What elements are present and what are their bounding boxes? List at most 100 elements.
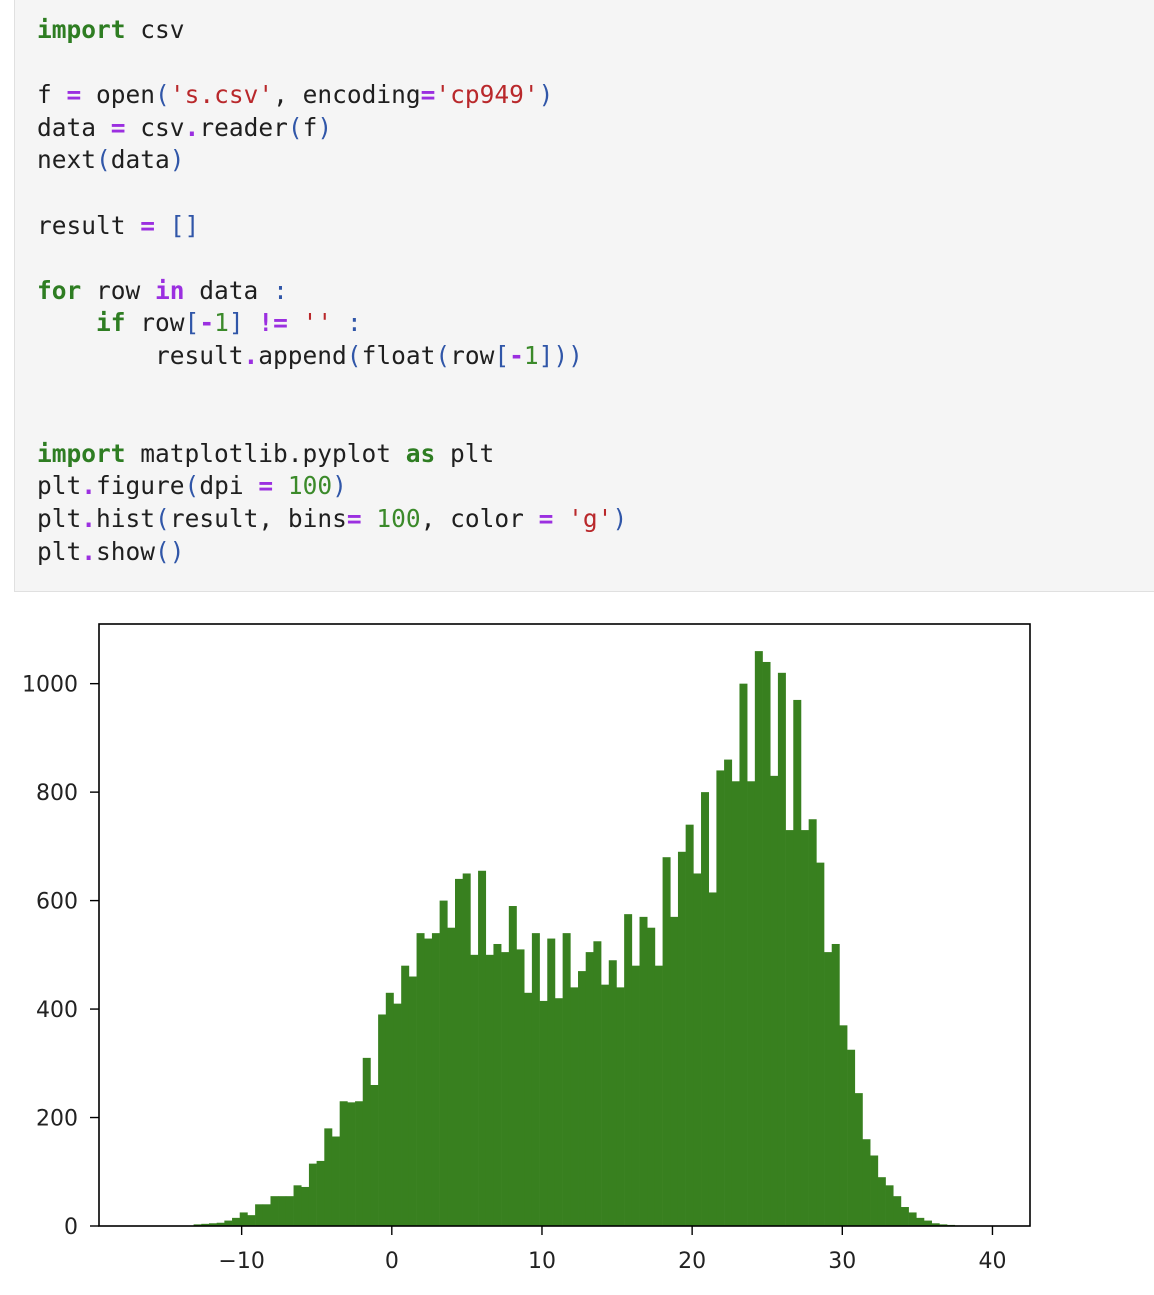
code-cell[interactable]: import csv f = open('s.csv', encoding='c… (14, 0, 1154, 592)
histogram-bar (501, 952, 510, 1226)
histogram-bar (624, 914, 633, 1226)
output-plot: −10 0 10 20 30 40 0 200 400 600 800 1000 (0, 600, 1154, 1290)
code-token: csv (125, 15, 185, 44)
code-token: ) (332, 471, 347, 501)
histogram-bar (416, 933, 425, 1226)
histogram-bar (900, 1207, 909, 1226)
histogram-bar (685, 824, 694, 1226)
code-token: 1 (523, 340, 539, 370)
code-token: , color (420, 503, 539, 533)
histogram-bar (370, 1084, 379, 1226)
histogram-bar (262, 1204, 271, 1226)
code-token: figure (96, 471, 185, 501)
code-token: append (258, 340, 347, 370)
y-tick-label: 1000 (22, 673, 78, 698)
code-token: () (155, 536, 185, 566)
code-token: = (258, 471, 274, 501)
histogram-bar (785, 830, 794, 1226)
histogram-bar (647, 927, 656, 1226)
histogram-bar (777, 672, 786, 1226)
code-line: plt.show() (37, 536, 627, 569)
code-token: ( (346, 340, 362, 370)
code-token: result, bins (169, 503, 347, 533)
code-token: dpi (199, 471, 259, 501)
histogram-bar (847, 1049, 856, 1226)
histogram-bar (670, 916, 679, 1226)
histogram-bar (193, 1224, 202, 1226)
y-tick-label: 600 (36, 890, 78, 915)
histogram-bar (539, 1000, 548, 1226)
histogram-bar (470, 954, 479, 1226)
histogram-bar (554, 998, 563, 1226)
code-token: plt (37, 536, 82, 566)
histogram-bar (793, 699, 802, 1226)
code-token (553, 504, 568, 533)
histogram-bar (800, 830, 809, 1226)
code-token: reader (199, 112, 288, 142)
code-line (37, 373, 627, 406)
histogram-bar (278, 1196, 287, 1226)
code-token: = (538, 503, 554, 533)
code-token (37, 308, 96, 337)
x-tick-label: 40 (978, 1249, 1006, 1274)
code-line: plt.hist(result, bins= 100, color = 'g') (37, 503, 627, 536)
code-token: ( (287, 112, 303, 142)
code-editor[interactable]: import csv f = open('s.csv', encoding='c… (37, 14, 627, 568)
code-line: for row in data : (37, 275, 627, 308)
histogram-bar (562, 933, 571, 1226)
code-token: 'g' (568, 503, 613, 533)
histogram-bar (201, 1223, 210, 1226)
code-token: ) (612, 503, 628, 533)
code-token: ) (317, 112, 333, 142)
code-token: 100 (287, 471, 333, 501)
histogram-bar (508, 906, 517, 1226)
code-token: ( (155, 80, 170, 110)
code-token: '' (302, 308, 333, 338)
histogram-bar (347, 1102, 356, 1226)
code-token: open (81, 80, 156, 110)
code-token: 100 (376, 503, 421, 533)
code-token: . (243, 340, 259, 370)
code-token: row (450, 340, 495, 370)
histogram-bar (585, 952, 594, 1226)
code-token: ( (184, 471, 200, 501)
code-line: next(data) (37, 144, 627, 177)
code-line: data = csv.reader(f) (37, 112, 627, 145)
code-token: - (199, 308, 215, 338)
code-line: import matplotlib.pyplot as plt (37, 438, 627, 471)
histogram-bar (601, 984, 610, 1226)
histogram-bar (324, 1128, 333, 1226)
histogram-bar (724, 759, 733, 1226)
histogram-bar (293, 1185, 302, 1226)
y-tick-label: 200 (36, 1107, 78, 1132)
code-token: - (509, 340, 524, 370)
code-token: show (96, 536, 156, 566)
code-token: plt (435, 438, 495, 468)
histogram-bar (939, 1224, 948, 1226)
histogram-bar (485, 954, 494, 1226)
histogram-bar (462, 873, 471, 1226)
code-line (37, 405, 627, 438)
histogram-bar (524, 992, 533, 1226)
code-token (273, 471, 288, 500)
code-token: : (346, 308, 362, 338)
code-token: [ (184, 308, 200, 338)
code-token: , encoding (273, 80, 421, 110)
code-token: : (273, 275, 288, 305)
histogram-bar (308, 1163, 317, 1226)
code-token: plt (37, 471, 82, 501)
code-token (288, 308, 303, 337)
histogram-bar (877, 1177, 886, 1226)
code-token: result (37, 340, 244, 370)
code-token: data (184, 275, 274, 305)
histogram-bar (355, 1101, 364, 1226)
histogram-bar (893, 1196, 902, 1226)
histogram-bar (923, 1220, 932, 1226)
histogram-bar (478, 870, 487, 1226)
histogram-bar (431, 933, 440, 1226)
code-token: result (37, 210, 141, 240)
histogram-bar (408, 976, 417, 1226)
code-token: = (66, 80, 82, 110)
code-token: csv (125, 112, 185, 142)
